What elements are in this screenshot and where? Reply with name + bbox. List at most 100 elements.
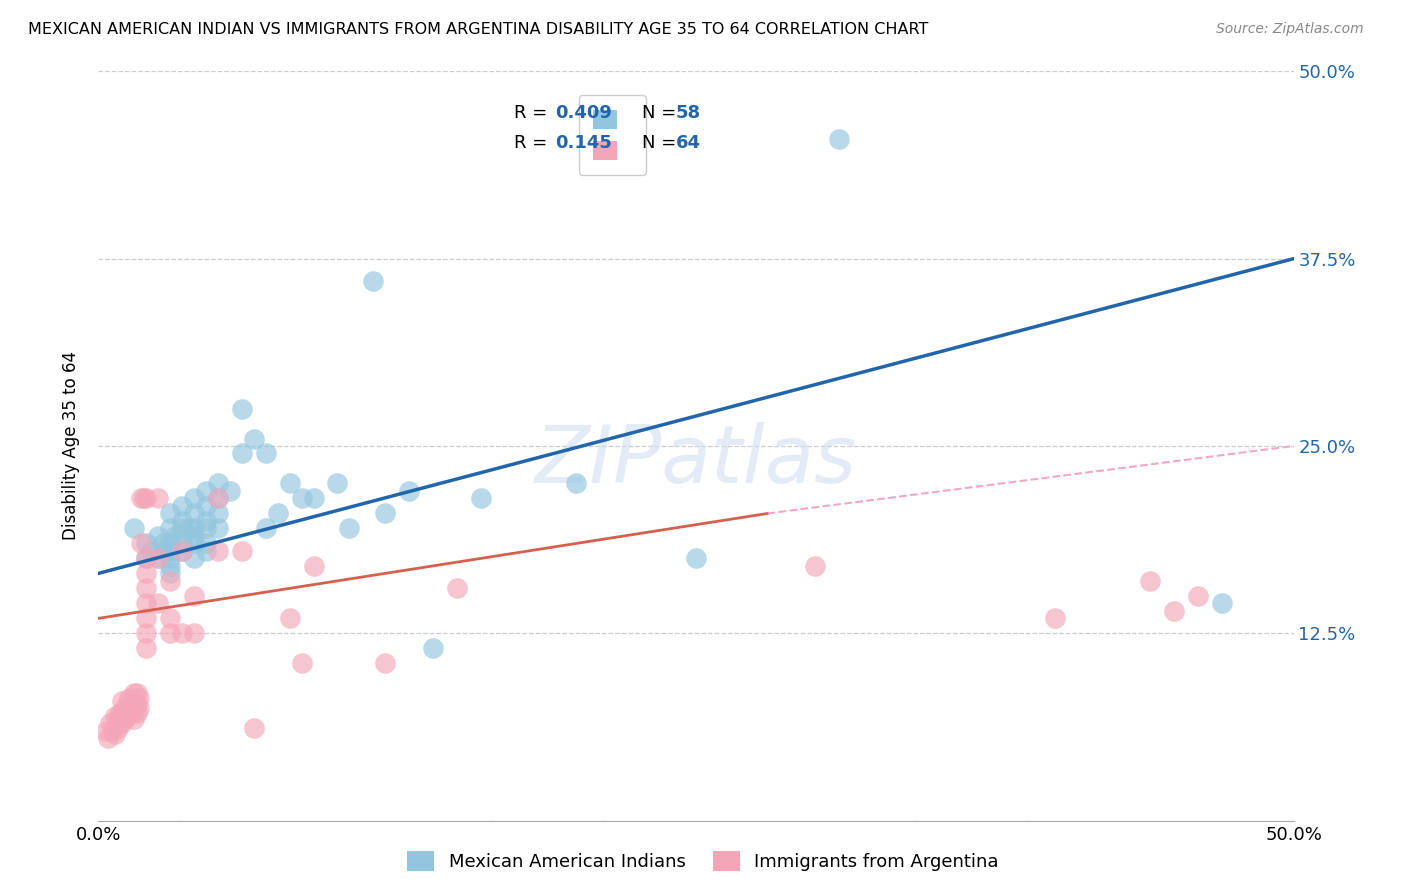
Point xyxy=(101,723,124,738)
Text: 58: 58 xyxy=(676,103,700,121)
Point xyxy=(159,551,181,566)
Point xyxy=(148,551,170,566)
Point xyxy=(111,706,134,720)
Point xyxy=(179,521,201,535)
Point xyxy=(135,536,157,550)
Point xyxy=(291,657,314,671)
Point xyxy=(254,521,277,535)
Point xyxy=(172,514,194,528)
Point xyxy=(159,558,181,573)
Point xyxy=(148,529,170,543)
Point xyxy=(243,432,266,446)
Text: 0.409: 0.409 xyxy=(555,103,612,121)
Point xyxy=(115,706,138,720)
Point xyxy=(183,626,205,640)
Point xyxy=(131,536,153,550)
Text: 64: 64 xyxy=(676,134,700,152)
Text: ZIPatlas: ZIPatlas xyxy=(534,422,858,500)
Point xyxy=(148,491,170,506)
Point xyxy=(326,476,349,491)
Point xyxy=(148,596,170,610)
Point xyxy=(172,544,194,558)
Point xyxy=(219,483,242,498)
Point xyxy=(828,132,851,146)
Point xyxy=(98,716,122,731)
Point xyxy=(94,723,117,738)
Point xyxy=(183,529,205,543)
Point xyxy=(159,507,181,521)
Point xyxy=(254,446,277,460)
Point xyxy=(135,611,157,625)
Point xyxy=(207,491,229,506)
Point xyxy=(1163,604,1185,618)
Point xyxy=(111,716,134,731)
Point xyxy=(159,626,181,640)
Text: N =: N = xyxy=(643,134,682,152)
Point xyxy=(131,491,153,506)
Point xyxy=(183,589,205,603)
Point xyxy=(363,274,385,288)
Point xyxy=(124,521,146,535)
Point xyxy=(124,697,146,711)
Point xyxy=(121,697,143,711)
Text: R =: R = xyxy=(515,134,560,152)
Point xyxy=(1187,589,1209,603)
Point xyxy=(135,491,157,506)
Point xyxy=(135,626,157,640)
Point xyxy=(565,476,588,491)
Point xyxy=(207,544,229,558)
Point xyxy=(374,657,396,671)
Point xyxy=(172,626,194,640)
Point xyxy=(207,521,229,535)
Text: 0.145: 0.145 xyxy=(555,134,612,152)
Point xyxy=(195,499,218,513)
Point xyxy=(115,697,138,711)
Point xyxy=(107,712,129,726)
Point xyxy=(125,706,148,720)
Point xyxy=(231,544,253,558)
Point xyxy=(278,611,301,625)
Point xyxy=(446,582,468,596)
Point xyxy=(183,491,205,506)
Point xyxy=(422,641,444,656)
Legend: Mexican American Indians, Immigrants from Argentina: Mexican American Indians, Immigrants fro… xyxy=(401,844,1005,879)
Point xyxy=(125,697,148,711)
Point xyxy=(139,544,162,558)
Point xyxy=(159,566,181,581)
Point xyxy=(148,551,170,566)
Point xyxy=(195,536,218,550)
Point xyxy=(195,544,218,558)
Point xyxy=(172,536,194,550)
Point xyxy=(231,401,253,416)
Point xyxy=(278,476,301,491)
Point xyxy=(135,566,157,581)
Point xyxy=(291,491,314,506)
Point xyxy=(125,686,148,700)
Legend:  ,  : , xyxy=(579,95,645,175)
Text: R =: R = xyxy=(515,103,554,121)
Point xyxy=(135,641,157,656)
Point xyxy=(172,544,194,558)
Point xyxy=(124,686,146,700)
Point xyxy=(118,690,141,705)
Point xyxy=(114,701,136,715)
Point xyxy=(398,483,420,498)
Point xyxy=(243,721,266,735)
Point xyxy=(172,499,194,513)
Point xyxy=(1211,596,1233,610)
Point xyxy=(159,536,181,550)
Point xyxy=(135,551,157,566)
Point xyxy=(183,521,205,535)
Point xyxy=(135,582,157,596)
Point xyxy=(97,731,120,746)
Point xyxy=(195,483,218,498)
Point xyxy=(132,491,155,506)
Point xyxy=(128,701,150,715)
Point xyxy=(107,721,129,735)
Point xyxy=(135,551,157,566)
Point xyxy=(1043,611,1066,625)
Point xyxy=(104,708,127,723)
Point xyxy=(207,507,229,521)
Point xyxy=(159,574,181,588)
Point xyxy=(159,611,181,625)
